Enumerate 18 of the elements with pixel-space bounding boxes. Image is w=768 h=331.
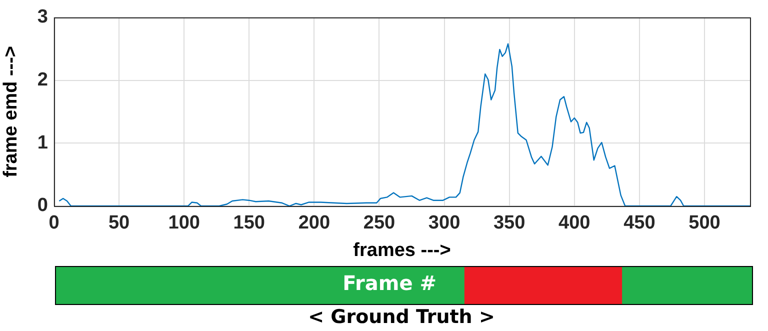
x-axis-title: < Ground Truth > — [307, 306, 496, 328]
y-tick-label: 0 — [37, 195, 48, 216]
x-tick-label: 500 — [688, 212, 720, 234]
x-tick-label: 200 — [298, 212, 330, 234]
x-tick-label: 150 — [233, 212, 265, 234]
x-tick-label: 50 — [108, 212, 130, 234]
x-tick-label: 100 — [168, 212, 200, 234]
y-axis-title: frame emd ---> — [0, 46, 22, 178]
x-tick-label: 250 — [363, 212, 396, 234]
y-tick-label: 3 — [37, 6, 48, 28]
x-axis-title: frames ---> — [353, 240, 451, 261]
x-tick-label: 450 — [624, 212, 656, 234]
x-tick-label: 350 — [493, 212, 526, 234]
y-tick-label: 2 — [37, 70, 48, 90]
y-tick-label: 1 — [37, 132, 48, 154]
x-tick-label: 300 — [428, 212, 460, 234]
x-tick-label: 400 — [558, 212, 590, 234]
annotation: Frame # — [342, 271, 436, 296]
